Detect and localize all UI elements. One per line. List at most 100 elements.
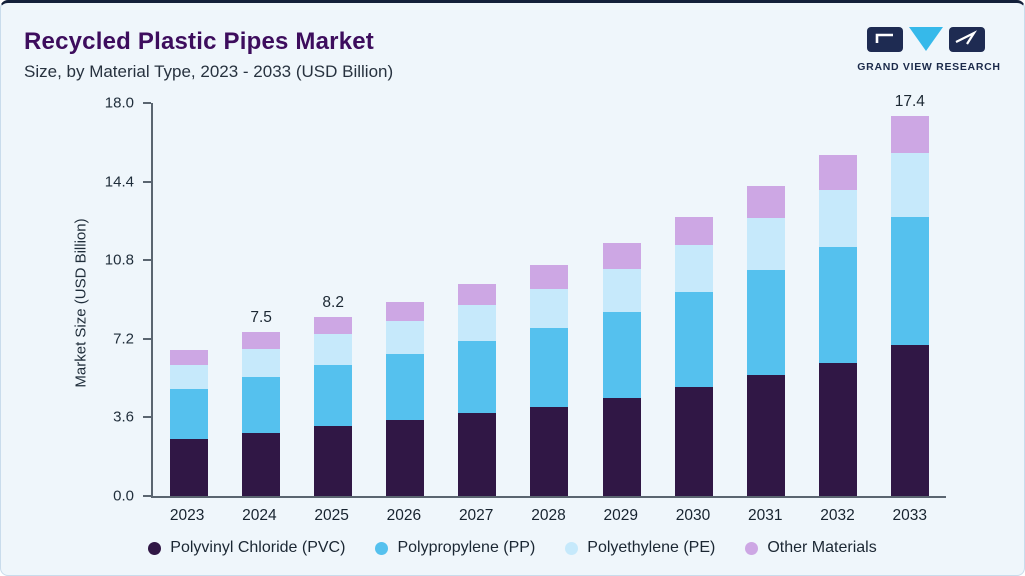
y-tick-mark [143,180,151,183]
bar-2026 [386,301,425,496]
bar-segment [530,264,569,289]
legend-swatch [375,541,389,555]
bar-segment [602,242,641,269]
x-tick-label: 2028 [531,507,566,524]
legend-item: Polyethylene (PE) [565,539,715,557]
y-tick-mark [143,102,151,104]
bar-segment [674,244,713,292]
bar-2029 [602,242,641,496]
legend-item: Polypropylene (PP) [375,539,535,557]
bar-2030 [674,216,713,496]
bar-2032 [818,155,857,496]
bar-segment [170,389,209,440]
x-tick-label: 2029 [603,507,638,524]
bar-2028 [530,264,569,496]
legend-label: Polyvinyl Chloride (PVC) [170,539,346,556]
bar-segment [530,288,569,328]
y-tick-label: 3.6 [113,408,134,426]
bar-segment [314,316,353,335]
bar-segment [386,301,425,322]
bar-segment [314,365,353,427]
bar-segment [602,311,641,398]
bar-segment [746,270,785,375]
y-tick-label: 18.0 [104,94,134,112]
bar-segment [530,406,569,496]
x-tick-label: 2033 [892,507,928,524]
legend-swatch [745,541,759,555]
x-tick-label: 2027 [458,507,494,524]
bar-segment [818,155,857,191]
bar-segment [170,439,209,496]
bar-2023 [170,349,209,496]
bar-segment [890,153,929,217]
bar-segment [818,190,857,248]
y-tick-mark [143,259,151,262]
x-tick-label: 2031 [748,507,783,524]
bar-2025: 8.2 [314,294,353,496]
x-tick-label: 2030 [675,507,711,524]
bar-segment [674,291,713,387]
legend-label: Polyethylene (PE) [587,539,716,556]
legend: Polyvinyl Chloride (PVC) Polypropylene (P… [1,539,1024,557]
bar-segment [530,327,569,407]
y-tick-label: 14.4 [104,173,134,191]
plot-area: 7.5 8.2 17.4 [151,93,946,498]
bar-segment [242,332,281,349]
bar-segment [458,284,497,305]
bar-total-label: 17.4 [894,93,925,111]
legend-label: Polypropylene (PP) [397,539,536,556]
bar-segment [386,419,425,496]
bar-total-label: 7.5 [250,309,272,327]
x-tick-label: 2026 [386,507,422,524]
x-axis-labels: 2023 2024 2025 2026 2027 2028 2029 2030 2031 2032… [151,507,946,525]
legend-item: Polyvinyl Chloride (PVC) [148,539,345,557]
y-tick-label: 0.0 [113,487,134,505]
bar-segment [458,305,497,341]
legend-label: Other Materials [767,539,877,556]
bar-segment [170,365,209,390]
bar-segment [602,397,641,496]
x-tick-label: 2024 [242,507,277,524]
x-tick-label: 2025 [314,507,349,524]
bar-total-label: 8.2 [322,293,344,311]
bar-segment [242,377,281,433]
bar-segment [170,349,209,366]
bar-segment [242,432,281,496]
bar-segment [386,321,425,355]
y-tick-label: 10.8 [104,251,134,269]
y-tick-mark [143,337,151,340]
bar-segment [314,334,353,366]
bar-segment [746,185,785,218]
y-tick-mark [143,416,151,419]
bar-segment [746,217,785,271]
bar-segment [818,362,857,496]
brand-logo: GRAND VIEW RESEARCH [854,27,1004,73]
brand-logo-text: GRAND VIEW RESEARCH [857,61,1001,73]
bar-segment [674,216,713,245]
page-subtitle: Size, by Material Type, 2023 - 2033 (USD… [24,62,394,81]
y-tick-mark [143,495,151,497]
bar-segment [602,268,641,312]
bar-2027 [458,284,497,496]
bar-segment [890,216,929,346]
bar-segment [314,426,353,496]
x-tick-label: 2032 [820,507,855,524]
legend-item: Other Materials [745,539,877,557]
bar-2033: 17.4 [890,93,929,496]
legend-swatch [565,541,579,555]
bar-segment [458,341,497,413]
x-tick-label: 2023 [169,507,205,524]
bar-segment [818,247,857,363]
bar-segment [890,345,929,496]
bar-segment [386,354,425,420]
bar-segment [746,374,785,496]
bar-2031 [746,185,785,496]
bar-segment [458,413,497,496]
page-title: Recycled Plastic Pipes Market [24,28,374,55]
bar-segment [890,116,929,154]
brand-logo-mark [867,27,985,52]
bar-2024: 7.5 [242,309,281,496]
y-tick-label: 7.2 [113,330,134,348]
bar-segment [674,386,713,496]
